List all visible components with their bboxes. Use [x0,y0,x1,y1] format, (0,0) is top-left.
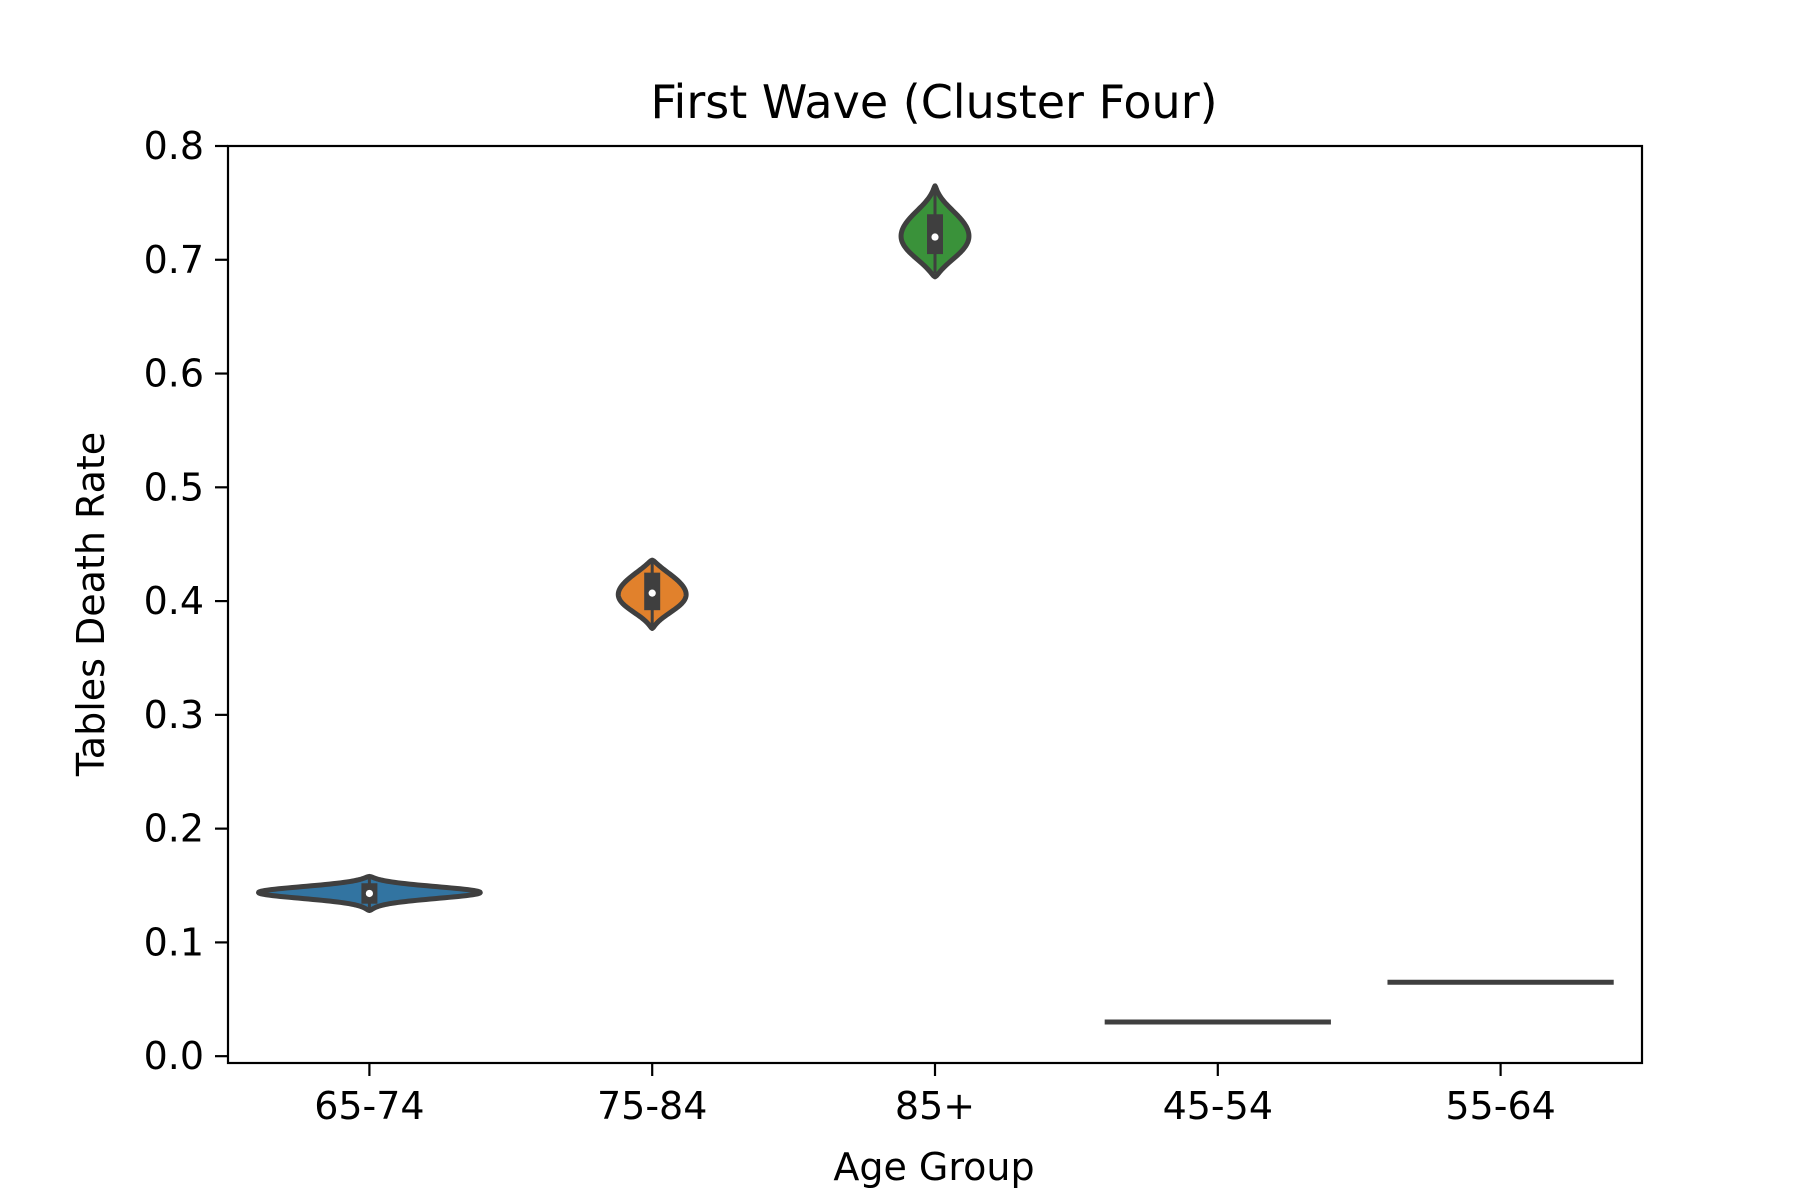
violin-layer [256,183,1614,1025]
y-tick-label: 0.1 [144,920,204,964]
y-tick-label: 0.8 [144,124,204,168]
violin-75-84 [615,557,689,631]
violin-median-dot [931,233,939,241]
x-tick-label: 55-64 [1445,1084,1555,1128]
x-axis-label: Age Group [833,1145,1034,1189]
x-tick-label: 65-74 [314,1084,424,1128]
violin-85+ [898,183,972,280]
chart-title: First Wave (Cluster Four) [650,75,1217,129]
plot-frame [226,144,1644,1065]
y-axis-label: Tables Death Rate [69,432,113,777]
y-tick-label: 0.6 [144,352,204,396]
y-tick-label: 0.7 [144,238,204,282]
y-tick-label: 0.4 [144,579,204,623]
x-tick-label: 85+ [895,1084,975,1128]
y-axis-ticks: 0.0 0.1 0.2 0.3 0.4 0.5 0.6 0.7 0.8 [144,124,228,1078]
violin-median-dot [648,589,656,597]
y-tick-label: 0.5 [144,465,204,509]
y-tick-label: 0.3 [144,693,204,737]
x-axis-ticks: 65-74 75-84 85+ 45-54 55-64 [314,1063,1556,1128]
y-tick-label: 0.0 [144,1034,204,1078]
x-tick-label: 45-54 [1163,1084,1273,1128]
violin-median-dot [365,889,373,898]
x-tick-label: 75-84 [597,1084,707,1128]
violin-65-74 [256,873,483,914]
y-tick-label: 0.2 [144,807,204,851]
